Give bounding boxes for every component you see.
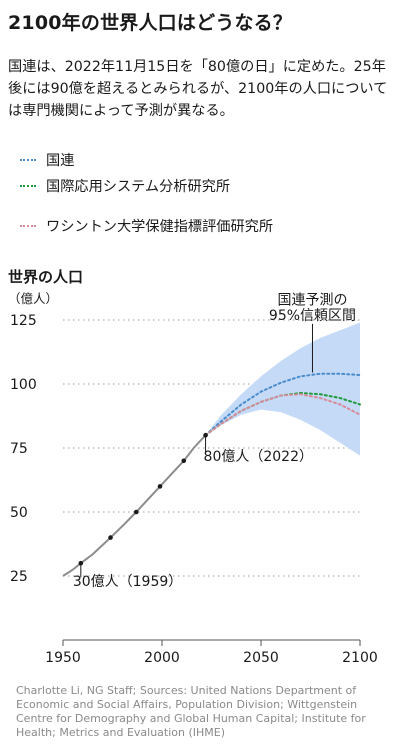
- interval-annotation-0: 国連予測の: [277, 293, 347, 309]
- legend-label-ihme: ワシントン大学保健指標評価研究所: [46, 219, 274, 235]
- x-tick-label: 2000: [144, 650, 180, 666]
- series-line-2: [204, 393, 361, 437]
- legend-swatch-iiasa: [20, 185, 36, 187]
- legend-label-iiasa: 国際応用システム分析研究所: [46, 179, 231, 195]
- data-point: [157, 484, 163, 489]
- x-tick-label: 2100: [342, 650, 378, 666]
- chart-unit-label: （億人）: [8, 291, 59, 306]
- y-tick-label: 75: [10, 441, 28, 457]
- legend-item-un: 国連: [20, 150, 74, 170]
- x-tick-label: 1950: [45, 650, 81, 666]
- un-95-interval-band: [205, 322, 360, 456]
- y-tick-label: 125: [10, 313, 37, 329]
- historical-line: [62, 434, 207, 577]
- x-tick-label: 2050: [243, 650, 279, 666]
- source-credit: Charlotte Li, NG Staff; Sources: United …: [16, 684, 366, 739]
- chart-axis-title: 世界の人口: [8, 268, 84, 286]
- projection-series: [204, 372, 361, 437]
- series-line-0: [204, 372, 361, 437]
- legend-item-ihme: ワシントン大学保健指標評価研究所: [20, 216, 273, 236]
- confidence-interval: [205, 322, 360, 456]
- subtitle-text: 国連は、2022年11月15日を「80億の日」に定めた。25年後には90億を超え…: [8, 59, 388, 119]
- historical-series: [62, 432, 208, 577]
- legend-swatch-un: [20, 159, 36, 161]
- interval-annotation-1: 95%信頼区間: [269, 308, 356, 324]
- legend-swatch-ihme: [20, 225, 36, 227]
- data-point: [108, 535, 113, 540]
- data-point: [181, 458, 187, 464]
- label-1959: 30億人（1959）: [73, 574, 182, 590]
- legend-item-iiasa: 国際応用システム分析研究所: [20, 176, 230, 196]
- axes: 25 50 75 100 125 1950 2000 2050 2100: [10, 313, 378, 666]
- label-2022: 80億人（2022）: [204, 449, 313, 465]
- y-tick-label: 25: [10, 569, 28, 585]
- y-tick-label: 100: [10, 377, 37, 393]
- data-point: [133, 509, 139, 515]
- legend-label-un: 国連: [46, 153, 75, 169]
- y-tick-label: 50: [10, 505, 28, 521]
- chart-title-heading: 2100年の世界人口はどうなる？: [8, 12, 293, 34]
